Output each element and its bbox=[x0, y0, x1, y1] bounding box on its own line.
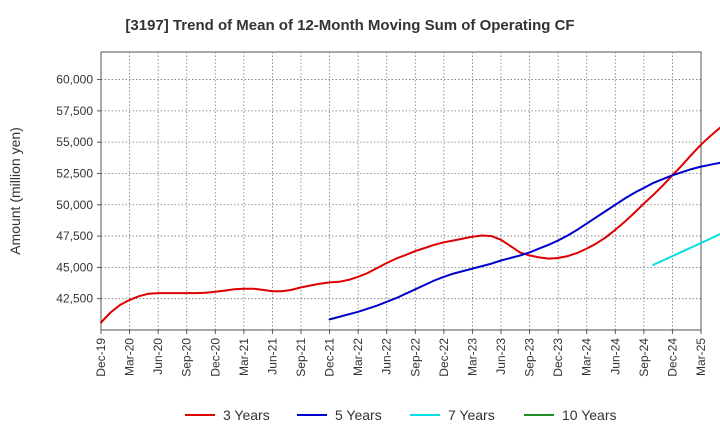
x-tick-label: Mar-24 bbox=[580, 338, 594, 376]
series-line-3-years bbox=[100, 126, 720, 324]
y-axis-ticks: 42,500 45,000 47,500 50,000 52,500 55,000 57,5… bbox=[56, 73, 101, 306]
plot-area bbox=[100, 51, 702, 331]
x-tick-label: Dec-24 bbox=[665, 338, 679, 377]
grid-lines bbox=[101, 52, 701, 330]
x-tick-label: Jun-23 bbox=[494, 338, 508, 375]
x-tick-label: Sep-24 bbox=[637, 338, 651, 377]
legend-label-7-years: 7 Years bbox=[448, 407, 495, 423]
x-tick-label: Jun-21 bbox=[265, 338, 279, 375]
x-tick-label: Dec-22 bbox=[437, 338, 451, 377]
x-tick-label: Sep-21 bbox=[294, 338, 308, 377]
legend-label-10-years: 10 Years bbox=[562, 407, 617, 423]
x-tick-label: Jun-20 bbox=[151, 338, 165, 375]
x-tick-label: Mar-20 bbox=[123, 338, 137, 376]
legend-label-5-years: 5 Years bbox=[335, 407, 382, 423]
x-tick-label: Mar-22 bbox=[351, 338, 365, 376]
x-tick-label: Dec-19 bbox=[94, 338, 108, 377]
series-lines bbox=[100, 126, 720, 324]
x-tick-label: Dec-20 bbox=[208, 338, 222, 377]
y-tick-label: 52,500 bbox=[56, 166, 93, 180]
legend-label-3-years: 3 Years bbox=[223, 407, 270, 423]
x-tick-label: Jun-24 bbox=[608, 338, 622, 375]
x-tick-label: Jun-22 bbox=[380, 338, 394, 375]
chart-title: [3197] Trend of Mean of 12-Month Moving … bbox=[125, 17, 574, 34]
x-tick-label: Sep-22 bbox=[408, 338, 422, 377]
y-tick-label: 47,500 bbox=[56, 229, 93, 243]
y-tick-label: 42,500 bbox=[56, 292, 93, 306]
x-tick-label: Mar-23 bbox=[465, 338, 479, 376]
y-tick-label: 45,000 bbox=[56, 260, 93, 274]
x-tick-label: Sep-20 bbox=[180, 338, 194, 377]
x-tick-label: Mar-25 bbox=[694, 338, 708, 376]
y-tick-label: 55,000 bbox=[56, 135, 93, 149]
y-tick-label: 57,500 bbox=[56, 104, 93, 118]
x-tick-label: Dec-23 bbox=[551, 338, 565, 377]
series-line-5-years bbox=[328, 161, 720, 321]
y-axis-label: Amount (million yen) bbox=[7, 127, 23, 255]
x-tick-label: Sep-23 bbox=[523, 338, 537, 377]
series-line-7-years bbox=[652, 233, 720, 266]
x-tick-label: Dec-21 bbox=[323, 338, 337, 377]
legend: 3 Years 5 Years 7 Years 10 Years bbox=[185, 407, 617, 423]
y-tick-label: 60,000 bbox=[56, 73, 93, 87]
x-tick-label: Mar-21 bbox=[237, 338, 251, 376]
x-axis-ticks: Dec-19 Mar-20 Jun-20 Sep-20 Dec-20 Mar-21 Jun-… bbox=[94, 330, 708, 377]
y-tick-label: 50,000 bbox=[56, 198, 93, 212]
